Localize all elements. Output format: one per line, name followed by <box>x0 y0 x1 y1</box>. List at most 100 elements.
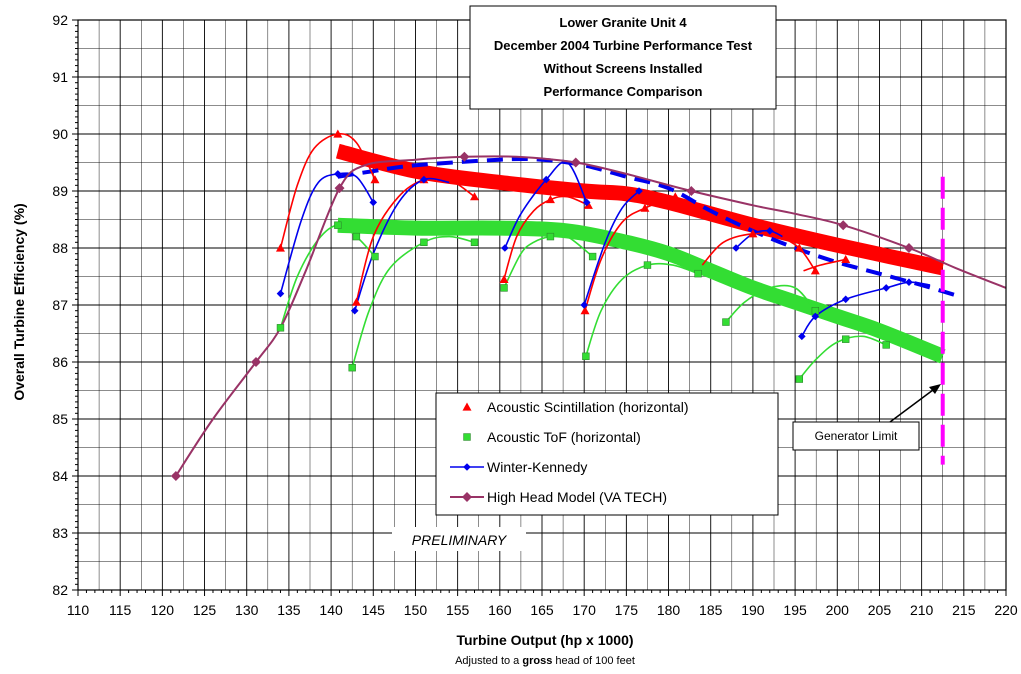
winter-kennedy-point <box>580 301 588 309</box>
acoustic-scintillation-test-curve <box>279 133 376 249</box>
acoustic-tof-point <box>420 238 428 246</box>
generator-limit-annotation: Generator Limit <box>792 384 941 451</box>
winter-kennedy-test-curve <box>279 172 374 294</box>
winter-kennedy-point <box>350 306 359 315</box>
x-tick-label: 160 <box>488 602 512 618</box>
acoustic-tof-point <box>722 318 730 326</box>
chart-title-line-2: December 2004 Turbine Performance Test <box>494 38 753 53</box>
acoustic-scintillation-point <box>275 243 285 252</box>
acoustic-tof-point <box>334 221 342 229</box>
high-head-model-point <box>686 186 697 196</box>
high-head-model-point <box>334 183 345 194</box>
high-head-model-point <box>170 471 181 481</box>
acoustic-scintillation-point <box>370 175 380 184</box>
x-tick-label: 125 <box>193 602 217 618</box>
acoustic-tof-point <box>276 324 285 332</box>
acoustic-tof-point <box>694 269 702 278</box>
x-axis-label: Turbine Output (hp x 1000) <box>456 632 633 648</box>
x-tick-label: 170 <box>573 602 597 618</box>
winter-kennedy-trendline <box>337 156 961 299</box>
acoustic-scintillation-point <box>583 200 593 209</box>
x-tick-label: 195 <box>783 602 807 618</box>
chart-title-line-1: Lower Granite Unit 4 <box>559 15 687 30</box>
winter-kennedy-point <box>841 295 850 304</box>
x-tick-label: 215 <box>952 602 976 618</box>
generator-limit-arrow <box>889 386 938 423</box>
acoustic-scintillation-point <box>841 254 851 263</box>
winter-kennedy-point <box>501 244 509 252</box>
x-tick-label: 110 <box>67 602 90 618</box>
legend-marker-acoustic-tof <box>463 433 471 441</box>
legend-label-winter-kennedy: Winter-Kennedy <box>487 459 587 475</box>
generator-limit-label: Generator Limit <box>815 429 898 443</box>
plot-area <box>170 129 1007 481</box>
winter-kennedy-point <box>798 332 806 341</box>
acoustic-tof-point <box>588 252 597 261</box>
x-tick-label: 175 <box>615 602 639 618</box>
x-axis-sublabel-gross: gross <box>522 655 552 667</box>
acoustic-scintillation-test-curve <box>803 258 846 272</box>
high-head-model-point <box>570 157 581 168</box>
acoustic-scintillation-point <box>333 129 343 138</box>
preliminary-watermark: PRELIMINARY <box>412 532 508 548</box>
title-box: Lower Granite Unit 4 December 2004 Turbi… <box>469 5 777 110</box>
winter-kennedy-point <box>635 187 643 195</box>
y-tick-label: 92 <box>52 12 68 28</box>
acoustic-tof-point <box>582 352 590 360</box>
legend-marker-acoustic-scintillation <box>462 402 472 411</box>
winter-kennedy-point <box>765 227 774 235</box>
x-tick-label: 185 <box>699 602 723 618</box>
winter-kennedy-point <box>905 278 913 286</box>
legend-label-high-head-model: High Head Model (VA TECH) <box>487 489 667 505</box>
acoustic-scintillation-point <box>810 266 820 275</box>
acoustic-tof-point <box>500 284 508 292</box>
y-tick-label: 89 <box>52 183 68 199</box>
winter-kennedy-test-curve <box>735 229 783 249</box>
acoustic-tof-test-curve <box>503 234 594 289</box>
winter-kennedy-test-curve <box>583 190 640 306</box>
y-tick-label: 84 <box>52 468 68 484</box>
x-tick-label: 135 <box>277 602 301 618</box>
x-tick-label: 155 <box>446 602 470 618</box>
x-tick-label: 205 <box>868 602 892 618</box>
acoustic-tof-test-curve <box>351 235 475 368</box>
acoustic-scintillation-point <box>794 243 804 252</box>
x-tick-label: 220 <box>994 602 1018 618</box>
y-tick-label: 91 <box>52 69 68 85</box>
y-tick-label: 82 <box>52 582 68 598</box>
acoustic-tof-point <box>882 341 890 349</box>
acoustic-scintillation-point <box>499 274 509 283</box>
acoustic-tof-point <box>643 261 652 269</box>
x-tick-label: 130 <box>235 602 259 618</box>
x-axis-sublabel-part-1: Adjusted to a <box>455 655 522 667</box>
x-axis-sublabel: Adjusted to a gross head of 100 feet <box>455 655 635 667</box>
high-head-model-point <box>838 220 849 231</box>
acoustic-scintillation-point <box>351 297 361 306</box>
high-head-model-point <box>251 357 262 367</box>
axes: 110 115 120 125 130 135 140 145 150 155 160 165 170 1… <box>52 12 1017 618</box>
acoustic-tof-point <box>546 232 555 241</box>
x-tick-label: 150 <box>404 602 428 618</box>
acoustic-tof-point <box>842 335 850 343</box>
winter-kennedy-point <box>276 289 285 298</box>
winter-kennedy-point <box>334 170 342 178</box>
acoustic-tof-point <box>348 363 356 372</box>
x-axis-sublabel-part-3: head of 100 feet <box>552 655 635 667</box>
x-tick-label: 115 <box>109 602 132 618</box>
acoustic-tof-test-curve <box>585 262 699 357</box>
legend-label-acoustic-scintillation: Acoustic Scintillation (horizontal) <box>487 399 689 415</box>
acoustic-scintillation-test-curve <box>503 195 589 280</box>
legend: Acoustic Scintillation (horizontal) Acou… <box>435 392 779 516</box>
y-tick-label: 87 <box>52 297 68 313</box>
acoustic-scintillation-point <box>670 192 680 201</box>
x-tick-label: 190 <box>741 602 765 618</box>
winter-kennedy-point <box>420 175 428 184</box>
winter-kennedy-point <box>811 312 820 321</box>
acoustic-tof-point <box>371 252 379 261</box>
acoustic-scintillation-point <box>748 229 758 238</box>
acoustic-tof-test-curve <box>725 284 816 323</box>
generator-limit-arrowhead <box>929 384 941 394</box>
winter-kennedy-point <box>732 244 740 252</box>
y-tick-label: 88 <box>52 240 68 256</box>
